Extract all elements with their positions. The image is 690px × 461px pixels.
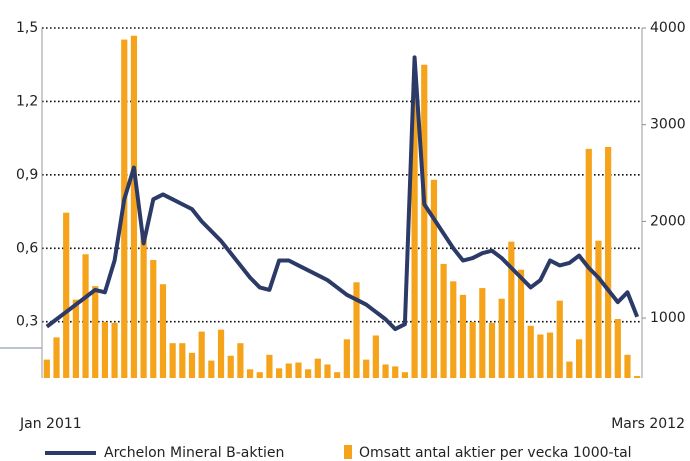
bar bbox=[440, 263, 447, 378]
y2-tick-label: 1000 bbox=[650, 310, 686, 326]
bar bbox=[276, 368, 283, 378]
legend-swatch bbox=[344, 445, 352, 459]
bar bbox=[159, 284, 167, 378]
bar bbox=[92, 286, 99, 378]
bar bbox=[537, 334, 544, 378]
bar bbox=[198, 331, 205, 378]
bar bbox=[130, 35, 138, 379]
y-tick-label: 1,5 bbox=[16, 20, 38, 36]
bar bbox=[479, 288, 486, 378]
bar bbox=[469, 321, 476, 378]
bar bbox=[392, 366, 399, 378]
bar bbox=[527, 325, 534, 378]
bar bbox=[517, 269, 525, 378]
bar bbox=[585, 148, 592, 378]
y-tick-label: 0,6 bbox=[16, 240, 38, 256]
bar bbox=[411, 83, 418, 378]
bar bbox=[343, 339, 350, 378]
bar bbox=[450, 281, 457, 378]
bar bbox=[382, 364, 389, 378]
bar bbox=[237, 343, 244, 378]
bar bbox=[305, 369, 312, 378]
bar bbox=[208, 360, 215, 378]
bar bbox=[169, 343, 176, 378]
bar bbox=[82, 254, 89, 378]
bar bbox=[150, 260, 157, 378]
x-tick-label: Mars 2012 bbox=[611, 416, 685, 432]
bar bbox=[72, 299, 79, 378]
legend-label: Omsatt antal aktier per vecka 1000-tal bbox=[359, 445, 632, 461]
y-tick-label: 1,2 bbox=[16, 93, 38, 109]
bar bbox=[324, 364, 331, 378]
bar bbox=[624, 354, 631, 378]
bar bbox=[101, 321, 108, 378]
bar bbox=[179, 343, 186, 378]
bar bbox=[459, 294, 467, 378]
bar bbox=[140, 232, 147, 378]
bar bbox=[217, 329, 225, 378]
bar bbox=[498, 298, 505, 378]
legend-label: Archelon Mineral B-aktien bbox=[104, 445, 284, 461]
bar bbox=[227, 355, 234, 378]
bar bbox=[430, 179, 438, 378]
bar bbox=[353, 282, 360, 378]
y-tick-label: 0,9 bbox=[16, 167, 38, 183]
bar bbox=[546, 332, 554, 378]
line bbox=[45, 55, 640, 332]
y-tick-label: 0,3 bbox=[16, 314, 38, 330]
bar bbox=[634, 376, 641, 378]
x-tick-label: Jan 2011 bbox=[19, 416, 82, 432]
bar bbox=[595, 240, 602, 378]
bar bbox=[508, 241, 515, 378]
bar bbox=[111, 322, 118, 378]
y2-tick-label: 4000 bbox=[650, 20, 686, 36]
bar bbox=[63, 212, 70, 378]
bar bbox=[246, 369, 254, 378]
bar bbox=[314, 358, 321, 378]
bar bbox=[43, 359, 50, 378]
bar bbox=[295, 362, 302, 378]
bar bbox=[421, 64, 428, 379]
bar bbox=[334, 372, 341, 378]
bar bbox=[556, 300, 563, 378]
bar bbox=[285, 363, 292, 378]
y2-tick-label: 2000 bbox=[650, 213, 686, 229]
bar bbox=[566, 361, 573, 378]
bar bbox=[614, 319, 621, 378]
bar bbox=[488, 322, 496, 378]
bar bbox=[605, 146, 612, 378]
bar bbox=[188, 352, 196, 378]
bar bbox=[256, 372, 263, 378]
bar bbox=[372, 335, 379, 378]
bar bbox=[363, 359, 370, 378]
bar bbox=[576, 339, 583, 378]
bar bbox=[401, 372, 408, 378]
bar bbox=[266, 354, 273, 378]
y2-tick-label: 3000 bbox=[650, 117, 686, 133]
bar bbox=[53, 337, 60, 378]
